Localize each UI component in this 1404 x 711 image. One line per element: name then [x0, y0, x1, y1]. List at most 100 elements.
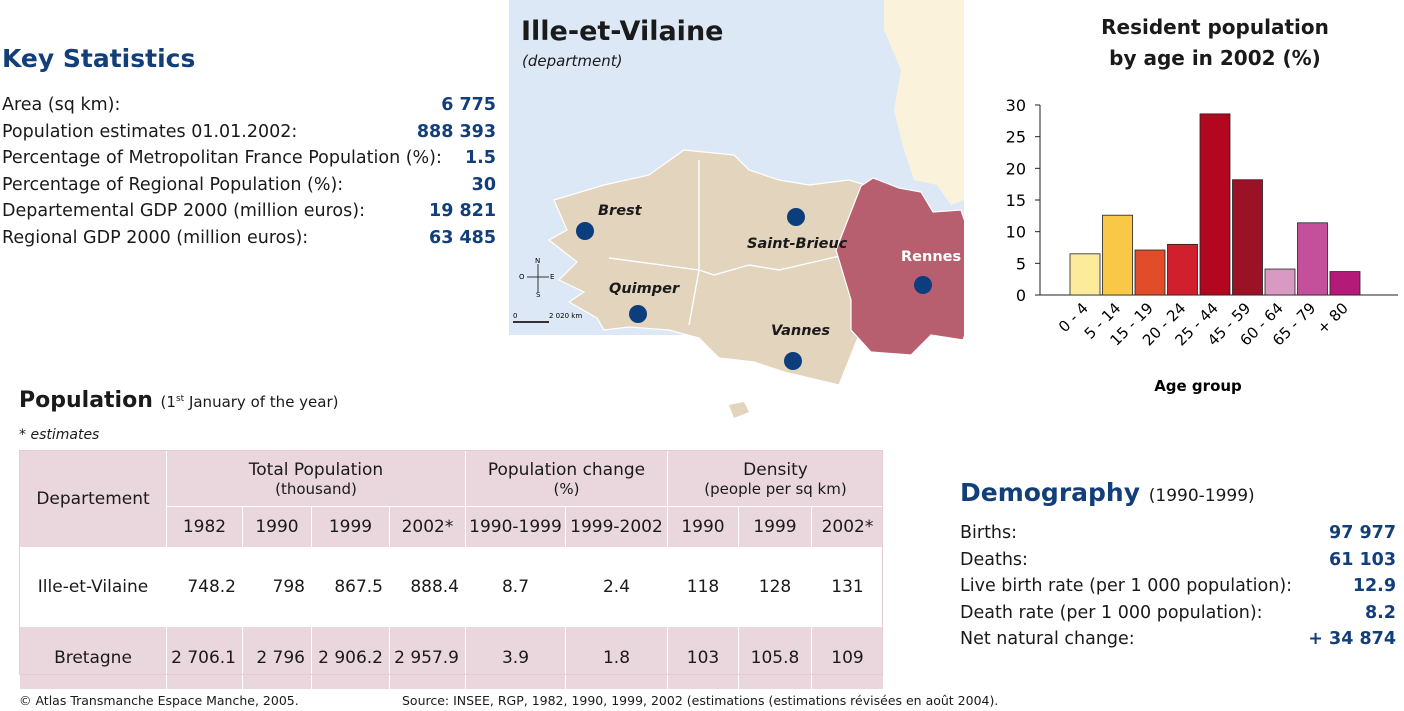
table-cell: 128: [738, 547, 812, 627]
population-title: Population (1st January of the year): [19, 388, 339, 413]
header-density-label: Density: [743, 459, 808, 480]
stat-label: Population estimates 01.01.2002:: [2, 121, 298, 142]
header-year: 1982: [166, 506, 243, 548]
chart-bar: [1232, 179, 1263, 296]
population-subtitle-pre: (1: [160, 393, 176, 411]
stat-row: Departemental GDP 2000 (million euros): 1…: [2, 198, 496, 225]
demography-value: 97 977: [1329, 523, 1396, 543]
table-cell: 867.5: [311, 547, 390, 627]
chart-bar: [1069, 253, 1101, 296]
stat-row: Regional GDP 2000 (million euros): 63 485: [2, 225, 496, 252]
brittany-land: [547, 149, 870, 386]
demography-label: Births:: [960, 523, 1018, 543]
scale-end: 2 020 km: [549, 312, 582, 320]
header-year: 2002*: [811, 506, 884, 548]
demography-label: Live birth rate (per 1 000 population):: [960, 576, 1293, 596]
table-cell: 131: [811, 547, 884, 627]
city-label-quimper: Quimper: [609, 281, 680, 297]
stat-value: 63 485: [429, 227, 496, 248]
island: [729, 402, 749, 418]
table-cell: 103: [667, 626, 739, 690]
table-cell: 8.7: [465, 547, 566, 627]
chart-title: Resident population by age in 2002 (%): [1060, 12, 1370, 74]
compass-e: E: [550, 273, 554, 281]
row-name: Bretagne: [19, 626, 167, 690]
compass-rose: N S E O: [519, 257, 554, 299]
chart-y-tick-label: 0: [1016, 286, 1026, 305]
demography-value: 8.2: [1364, 602, 1396, 623]
chart-y-tick-label: 30: [1006, 96, 1026, 115]
table-cell: 105.8: [738, 626, 812, 690]
demography-value: + 34 874: [1308, 629, 1396, 649]
chart-bar: [1134, 249, 1166, 296]
chart-y-tick-label: 10: [1006, 223, 1026, 242]
stat-row: Percentage of Metropolitan France Popula…: [2, 145, 496, 172]
demography-label: Death rate (per 1 000 population):: [960, 602, 1263, 623]
header-year: 1990: [242, 506, 312, 548]
key-statistics-list: Area (sq km): 6 775 Population estimates …: [2, 92, 496, 251]
compass-w: O: [519, 273, 525, 281]
table-cell: 2 906.2: [311, 626, 390, 690]
chart-x-axis-label: Age group: [1154, 377, 1242, 395]
demography-row: Live birth rate (per 1 000 population): 1…: [960, 573, 1396, 600]
chart-bar: [1167, 243, 1198, 296]
ille-et-vilaine-area: [835, 177, 964, 356]
demography-label: Deaths:: [960, 549, 1028, 570]
key-statistics-title: Key Statistics: [2, 44, 196, 73]
population-subtitle-sup: st: [175, 394, 185, 404]
population-table: Departement Total Population (thousand) P…: [19, 450, 884, 690]
header-total-population: Total Population (thousand): [166, 450, 466, 507]
chart-y-tick-label: 5: [1016, 254, 1026, 273]
chart-bar: [1264, 268, 1296, 296]
copyright-text: © Atlas Transmanche Espace Manche, 2005.: [19, 693, 299, 708]
header-year: 1999: [738, 506, 812, 548]
demography-value: 61 103: [1329, 549, 1396, 570]
population-subtitle-post: January of the year): [184, 393, 339, 411]
chart-title-line-1: Resident population: [1101, 15, 1329, 39]
table-cell: 2.4: [565, 547, 668, 627]
demography-subtitle: (1990-1999): [1148, 486, 1255, 506]
city-label-brest: Brest: [598, 203, 643, 219]
header-year: 2002*: [389, 506, 466, 548]
stat-label: Percentage of Regional Population (%):: [2, 174, 344, 195]
header-total-label: Total Population: [248, 459, 384, 480]
table-cell: 109: [811, 626, 884, 690]
map-subtitle: (department): [522, 52, 623, 70]
chart-bar: [1329, 271, 1361, 296]
header-period: 1990-1999: [465, 506, 566, 548]
city-label-saint-brieuc: Saint-Brieuc: [747, 236, 848, 252]
department-borders: [608, 160, 845, 326]
brittany-map: N S E O 0 2 020 km Brest Saint-Brieuc Re…: [509, 0, 964, 418]
header-population-change: Population change (%): [465, 450, 668, 507]
estimates-note: * estimates: [19, 427, 100, 443]
stat-label: Departemental GDP 2000 (million euros):: [2, 201, 365, 221]
scale-start: 0: [513, 312, 517, 320]
stat-value: 1.5: [464, 148, 496, 168]
demography-title-text: Demography: [960, 478, 1141, 507]
header-total-unit: (thousand): [275, 479, 357, 498]
header-density: Density (people per sq km): [667, 450, 884, 507]
stat-row: Area (sq km): 6 775: [2, 92, 496, 119]
demography-value: 12.9: [1352, 576, 1396, 596]
demography-title: Demography (1990-1999): [960, 478, 1255, 507]
header-density-unit: (people per sq km): [704, 479, 847, 498]
header-change-label: Population change: [487, 459, 646, 480]
chart-bar: [1199, 113, 1231, 296]
table-cell: 888.4: [389, 547, 466, 627]
demography-row: Net natural change: + 34 874: [960, 626, 1396, 653]
demography-label: Net natural change:: [960, 629, 1135, 649]
stat-label: Area (sq km):: [2, 95, 121, 115]
chart-x-tick-label: + 80: [1313, 299, 1351, 337]
header-year: 1999: [311, 506, 390, 548]
table-cell: 1.8: [565, 626, 668, 690]
table-row: Bretagne 2 706.1 2 796 2 906.2 2 957.9 3…: [19, 626, 884, 690]
city-marker-saint-brieuc: [787, 208, 805, 226]
table-cell: 3.9: [465, 626, 566, 690]
city-marker-brest: [576, 222, 594, 240]
population-subtitle: (1st January of the year): [161, 393, 339, 411]
stat-label: Regional GDP 2000 (million euros):: [2, 227, 309, 248]
compass-n: N: [535, 257, 540, 265]
table-cell: 2 706.1: [166, 626, 243, 690]
